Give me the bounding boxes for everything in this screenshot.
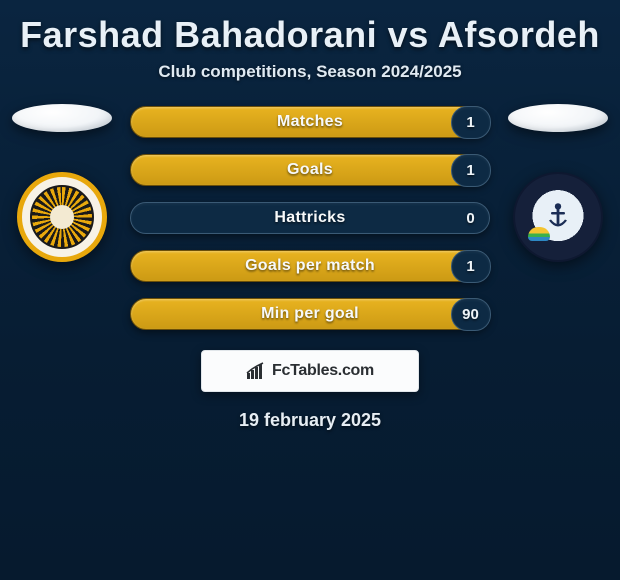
page-subtitle: Club competitions, Season 2024/2025: [0, 62, 620, 104]
club-left-emblem: [30, 185, 94, 249]
stat-value: 1: [466, 114, 474, 131]
stat-value: 0: [466, 210, 474, 227]
stat-endcap: 0: [451, 202, 491, 235]
stat-pill-goals: Goals 1: [130, 154, 490, 186]
stat-value: 1: [466, 162, 474, 179]
brand-box: FcTables.com: [201, 350, 419, 392]
player-left-photo: [12, 104, 112, 132]
stats-column: Matches 1 Goals 1 Hattricks 0 Goals per …: [130, 104, 490, 330]
player-right-photo: [508, 104, 608, 132]
stat-label: Min per goal: [261, 305, 359, 323]
page-title: Farshad Bahadorani vs Afsordeh: [0, 0, 620, 62]
club-right-emblem: [524, 183, 592, 251]
player-right-column: [508, 104, 608, 262]
stat-endcap: 1: [451, 154, 491, 187]
player-left-column: [12, 104, 112, 262]
date-text: 19 february 2025: [0, 410, 620, 431]
stat-endcap: 1: [451, 106, 491, 139]
stat-pill-min-per-goal: Min per goal 90: [130, 298, 490, 330]
stat-pill-hattricks: Hattricks 0: [130, 202, 490, 234]
club-left-badge: [17, 172, 107, 262]
stat-endcap: 90: [451, 298, 491, 331]
stat-pill-matches: Matches 1: [130, 106, 490, 138]
stat-label: Hattricks: [274, 209, 345, 227]
club-right-badge: [513, 172, 603, 262]
brand-text: FcTables.com: [272, 362, 374, 380]
stat-pill-goals-per-match: Goals per match 1: [130, 250, 490, 282]
stat-label: Matches: [277, 113, 343, 131]
stat-endcap: 1: [451, 250, 491, 283]
stat-label: Goals: [287, 161, 333, 179]
comparison-row: Matches 1 Goals 1 Hattricks 0 Goals per …: [0, 104, 620, 330]
stat-label: Goals per match: [245, 257, 375, 275]
stat-value: 90: [462, 306, 479, 323]
anchor-icon: [545, 202, 571, 230]
stat-value: 1: [466, 258, 474, 275]
brand-chart-icon: [246, 362, 266, 380]
